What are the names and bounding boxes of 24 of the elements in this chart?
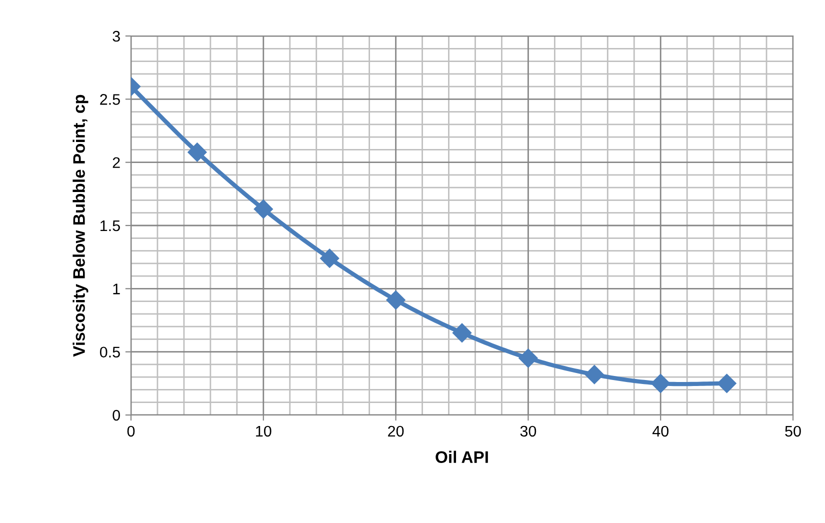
x-tick-label: 50 [785,426,801,437]
x-tick-label: 40 [652,426,668,437]
point [584,365,604,384]
x-tick-label: 0 [127,426,135,437]
point [254,200,273,219]
x-axis-title: Oil API [436,450,488,464]
point [452,323,472,342]
y-axis-title: Viscosity Below Bubble Point, cp [72,94,88,357]
y-tick-label: 1.5 [100,220,120,232]
y-tick-label: 0.5 [100,346,120,358]
y-tick-label: 0 [112,410,120,421]
point [651,374,670,393]
point [386,290,406,310]
point [518,348,538,368]
point [188,142,207,162]
y-tick-label: 1 [113,284,120,294]
point [717,374,736,393]
x-tick-label: 30 [520,426,536,437]
y-tick-label: 2 [112,157,120,168]
y-tick-label: 2.5 [100,94,120,105]
x-tick-label: 20 [388,426,404,437]
x-tick-label: 10 [256,426,272,437]
y-tick-label: 3 [112,30,120,42]
point [320,248,340,268]
